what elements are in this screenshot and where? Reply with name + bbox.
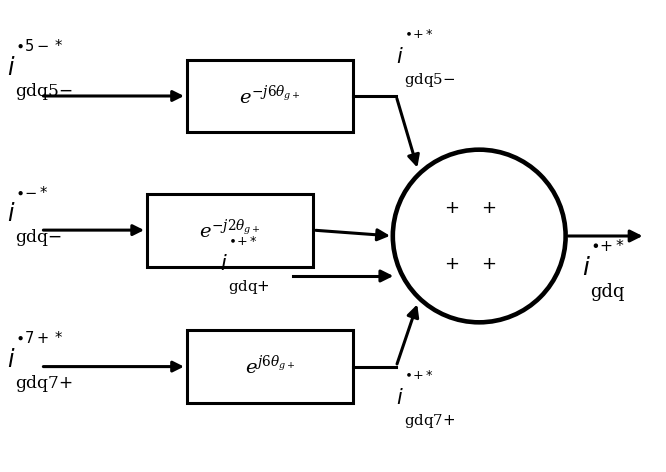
Text: $\bullet$$+*$: $\bullet$$+*$ xyxy=(404,28,434,41)
Text: gdq7$+$: gdq7$+$ xyxy=(15,373,73,394)
Text: $\mathit{i}$: $\mathit{i}$ xyxy=(7,58,16,80)
Text: +: + xyxy=(481,199,496,218)
Text: $\bullet$$-*$: $\bullet$$-*$ xyxy=(15,185,49,199)
Text: $e^{-j2\theta_{g+}}$: $e^{-j2\theta_{g+}}$ xyxy=(199,219,261,242)
Text: $e^{j6\theta_{g+}}$: $e^{j6\theta_{g+}}$ xyxy=(244,355,295,378)
Text: gdq7$+$: gdq7$+$ xyxy=(404,412,456,430)
Text: +: + xyxy=(444,199,460,218)
Text: $\mathit{i}$: $\mathit{i}$ xyxy=(582,257,591,280)
Bar xyxy=(147,194,313,267)
Text: $\bullet$$5-*$: $\bullet$$5-*$ xyxy=(15,38,63,54)
Text: +: + xyxy=(481,254,496,273)
Text: gdq5$-$: gdq5$-$ xyxy=(15,81,73,102)
Text: $\mathit{i}$: $\mathit{i}$ xyxy=(220,254,228,274)
Text: $\mathit{i}$: $\mathit{i}$ xyxy=(7,203,16,226)
Text: gdq$-$: gdq$-$ xyxy=(15,227,63,248)
Text: gdq5$-$: gdq5$-$ xyxy=(404,71,456,89)
Bar xyxy=(186,330,353,403)
Text: $\bullet$$+*$: $\bullet$$+*$ xyxy=(228,235,258,248)
Text: +: + xyxy=(444,254,460,273)
Text: $\bullet$$+*$: $\bullet$$+*$ xyxy=(404,369,434,382)
Text: $\mathit{i}$: $\mathit{i}$ xyxy=(7,349,16,372)
Ellipse shape xyxy=(393,150,565,322)
Text: $\mathit{i}$: $\mathit{i}$ xyxy=(396,388,404,408)
Text: gdq: gdq xyxy=(590,283,625,301)
Text: $e^{-j6\theta_{g+}}$: $e^{-j6\theta_{g+}}$ xyxy=(239,84,301,108)
Text: gdq$+$: gdq$+$ xyxy=(228,278,270,296)
Text: $\bullet$$7+*$: $\bullet$$7+*$ xyxy=(15,330,63,346)
Text: $\mathit{i}$: $\mathit{i}$ xyxy=(396,47,404,67)
Text: $\bullet$$+*$: $\bullet$$+*$ xyxy=(590,238,625,255)
Bar xyxy=(186,59,353,133)
